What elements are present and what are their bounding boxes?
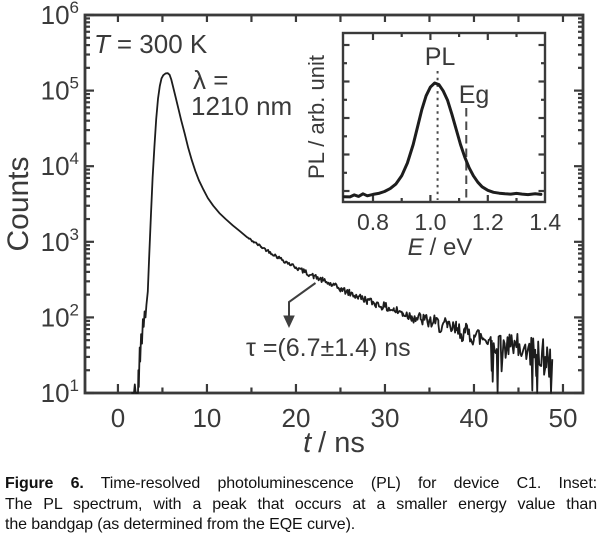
wavelength-annotation-line2: 1210 nm (191, 91, 292, 121)
inset-x-axis-title-variable: E (408, 234, 425, 261)
x-tick-label: 10 (192, 403, 221, 433)
y-tick-label: 104 (41, 149, 79, 181)
y-tick-label: 106 (41, 0, 79, 30)
decay-curve (131, 72, 554, 394)
y-tick-label: 105 (41, 74, 79, 106)
x-axis-title: t / ns (303, 427, 365, 459)
inset-spectrum-curve (342, 81, 543, 199)
tau-arrow (283, 282, 317, 328)
inset-x-tick-label: 1.4 (529, 209, 561, 235)
inset-bandgap-label: Eg (459, 81, 490, 109)
y-axis-title: Counts (2, 156, 35, 251)
inset-x-axis-title: E / eV (408, 234, 473, 261)
tau-arrowhead (283, 315, 295, 328)
caption-line-1-text: Time-resolved photoluminescence (PL) for… (100, 475, 598, 492)
inset-y-axis-title: PL / arb. unit (304, 55, 329, 179)
x-tick-label: 20 (281, 403, 310, 433)
inset-marker-lines (436, 71, 468, 200)
inset-x-tick-label: 1.2 (472, 209, 504, 235)
x-tick-label: 0 (111, 403, 125, 433)
data-curves (131, 72, 554, 394)
x-tick-label: 40 (460, 403, 489, 433)
x-axis-title-unit: / ns (318, 427, 365, 459)
inset-x-axis-title-unit: / eV (430, 234, 473, 261)
x-axis-title-variable: t (303, 427, 313, 459)
caption-line-3: the bandgap (as determined from the EQE … (5, 516, 356, 533)
wavelength-annotation-line1: λ = (193, 65, 228, 95)
y-tick-label: 102 (41, 300, 79, 332)
inset-x-tick-label: 1.0 (414, 209, 446, 235)
tau-arrow-line (288, 282, 317, 317)
y-tick-label: 101 (41, 376, 79, 408)
temperature-annotation: T = 300 K (94, 29, 208, 59)
temperature-symbol: T (94, 29, 112, 59)
caption-line-2: The PL spectrum, with a peak that occurs… (5, 495, 597, 513)
inset-x-tick-label: 0.8 (357, 209, 389, 235)
lifetime-annotation: τ =(6.7±1.4) ns (246, 334, 411, 362)
inset-pl-peak-label: PL (425, 43, 456, 71)
x-tick-label: 50 (549, 403, 578, 433)
x-tick-label: 30 (370, 403, 399, 433)
temperature-value: = 300 K (117, 29, 208, 59)
y-tick-label: 103 (41, 225, 79, 257)
caption-figure-number: Figure 6. (5, 475, 84, 492)
figure-caption: Figure 6. Time-resolved photoluminescenc… (5, 474, 597, 536)
axis-ticks (85, 13, 583, 395)
caption-line-1: Figure 6. Time-resolved photoluminescenc… (5, 474, 597, 495)
main-plot-frame (83, 13, 585, 395)
